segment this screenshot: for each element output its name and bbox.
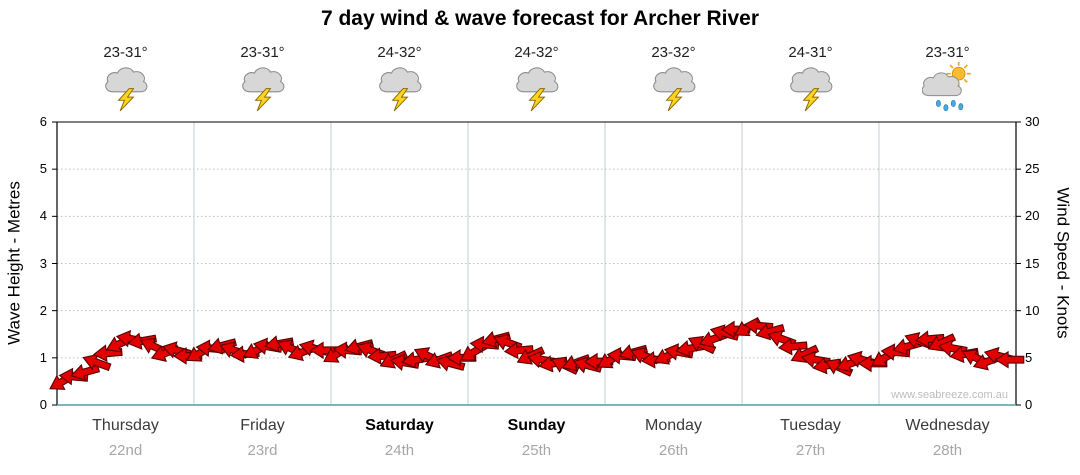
lightning-bolt	[664, 88, 683, 112]
cloud-shape	[241, 67, 284, 93]
cloud-shape	[515, 67, 558, 93]
lightning-bolt	[253, 88, 272, 112]
wind-arrow	[435, 354, 466, 372]
storm-icon	[789, 67, 832, 112]
cloud-shape	[652, 67, 695, 93]
day-date-label: 25th	[521, 442, 552, 459]
day-name-label: Sunday	[507, 417, 566, 434]
storm-icon	[378, 67, 421, 112]
day-date-label: 28th	[932, 442, 963, 459]
right-axis-tick-label: 0	[1025, 397, 1033, 412]
right-axis-tick-label: 20	[1025, 208, 1040, 224]
wind-arrow	[777, 337, 808, 356]
wind-arrow	[366, 347, 397, 365]
rain-drops	[935, 99, 963, 112]
right-axis-tick-label: 30	[1025, 114, 1040, 129]
sun-shower-icon	[921, 62, 971, 112]
day-name-label: Wednesday	[905, 417, 990, 434]
wind-arrow	[503, 341, 534, 360]
temp-range-label: 23-32°	[651, 44, 696, 61]
cloud-shape	[378, 67, 421, 93]
right-axis-tick-label: 25	[1025, 161, 1040, 177]
right-axis-tick-label: 5	[1025, 349, 1033, 365]
storm-icon	[104, 67, 147, 112]
lightning-bolt	[390, 88, 409, 112]
storm-icon	[515, 67, 558, 112]
left-axis-tick-label: 2	[39, 302, 47, 318]
day-date-label: 26th	[658, 442, 689, 459]
day-date-label: 24th	[384, 442, 415, 459]
wind-arrow	[309, 341, 340, 360]
lightning-bolt	[116, 88, 135, 112]
cloud-shape	[789, 67, 832, 93]
temp-range-label: 24-32°	[514, 44, 559, 61]
day-name-label: Tuesday	[780, 417, 841, 434]
wind-arrows	[49, 316, 1025, 390]
left-axis-tick-label: 3	[39, 255, 47, 271]
left-axis-tick-label: 0	[39, 397, 47, 412]
temp-range-label: 23-31°	[240, 44, 285, 61]
right-axis-tick-label: 10	[1025, 302, 1040, 318]
temp-range-label: 24-31°	[788, 44, 833, 61]
wind-arrow	[914, 330, 945, 348]
temp-range-label: 23-31°	[925, 44, 970, 61]
temp-range-label: 24-32°	[377, 44, 422, 61]
day-name-label: Friday	[240, 417, 285, 434]
left-axis-tick-label: 6	[39, 114, 47, 129]
day-name-label: Saturday	[365, 417, 434, 434]
wind-arrow	[49, 371, 77, 390]
wind-arrow	[82, 353, 112, 372]
storm-icon	[241, 67, 284, 112]
cloud-shape	[104, 67, 147, 93]
page-title: 7 day wind & wave forecast for Archer Ri…	[320, 7, 760, 30]
left-axis-tick-label: 5	[39, 161, 47, 177]
lightning-bolt	[801, 88, 820, 112]
left-axis-title: Wave Height - Metres	[4, 181, 24, 345]
cloud-shape	[921, 72, 962, 97]
day-date-label: 22nd	[108, 442, 143, 459]
right-axis-title: Wind Speed - Knots	[1053, 187, 1073, 339]
left-axis-tick-label: 1	[39, 349, 47, 365]
temp-range-label: 23-31°	[103, 44, 148, 61]
day-date-label: 23rd	[247, 442, 278, 459]
wind-arrow	[994, 350, 1025, 369]
left-axis-tick-label: 4	[39, 208, 47, 224]
right-axis-tick-label: 15	[1025, 255, 1040, 271]
day-name-label: Thursday	[92, 417, 159, 434]
watermark-text: www.seabreeze.com.au	[890, 389, 1008, 401]
storm-icon	[652, 67, 695, 112]
lightning-bolt	[527, 88, 546, 112]
day-date-label: 27th	[795, 442, 826, 459]
day-name-label: Monday	[645, 417, 702, 434]
